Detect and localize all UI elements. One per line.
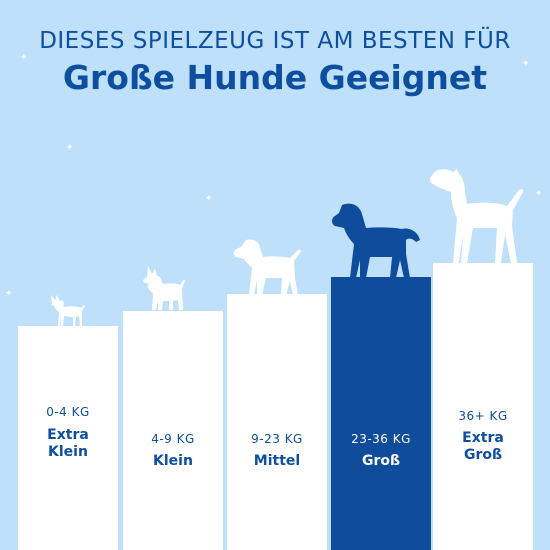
- page-title: Große Hunde Geeignet: [62, 58, 488, 97]
- star-icon: ✦: [205, 194, 213, 204]
- retriever-icon: [332, 203, 420, 278]
- star-icon: ✦: [535, 189, 543, 199]
- size-bar-small: 4-9 KG Klein: [123, 311, 223, 550]
- size-label: Mittel: [253, 453, 301, 469]
- brand-logo: BARK<: [450, 499, 523, 521]
- star-icon: ✦: [66, 143, 74, 153]
- weight-range: 4-9 KG: [151, 432, 195, 446]
- terrier-icon: [143, 266, 185, 310]
- size-label: Klein: [153, 453, 193, 469]
- subtitle: DIESES SPIELZEUG IST AM BESTEN FÜR: [39, 28, 511, 54]
- weight-range: 36+ KG: [458, 409, 508, 423]
- size-label: Extra Klein: [47, 427, 89, 460]
- star-icon: ✦: [20, 53, 28, 63]
- great-dane-icon: [430, 169, 524, 263]
- star-icon: ✦: [522, 59, 530, 69]
- size-label: Extra Groß: [462, 430, 504, 463]
- size-label: Groß: [361, 453, 401, 469]
- weight-range: 23-36 KG: [351, 432, 411, 446]
- size-bar-extra-small: 0-4 KG Extra Klein: [18, 326, 118, 550]
- chihuahua-icon: [51, 295, 85, 326]
- star-icon: ✦: [5, 289, 13, 299]
- weight-range: 0-4 KG: [46, 405, 90, 419]
- weight-range: 9-23 KG: [251, 432, 303, 446]
- size-bar-medium: 9-23 KG Mittel: [227, 294, 327, 550]
- labrador-icon: [233, 239, 302, 295]
- size-bar-large: 23-36 KG Groß: [331, 277, 431, 550]
- size-bar-extra-large: 36+ KG Extra Groß: [433, 263, 533, 550]
